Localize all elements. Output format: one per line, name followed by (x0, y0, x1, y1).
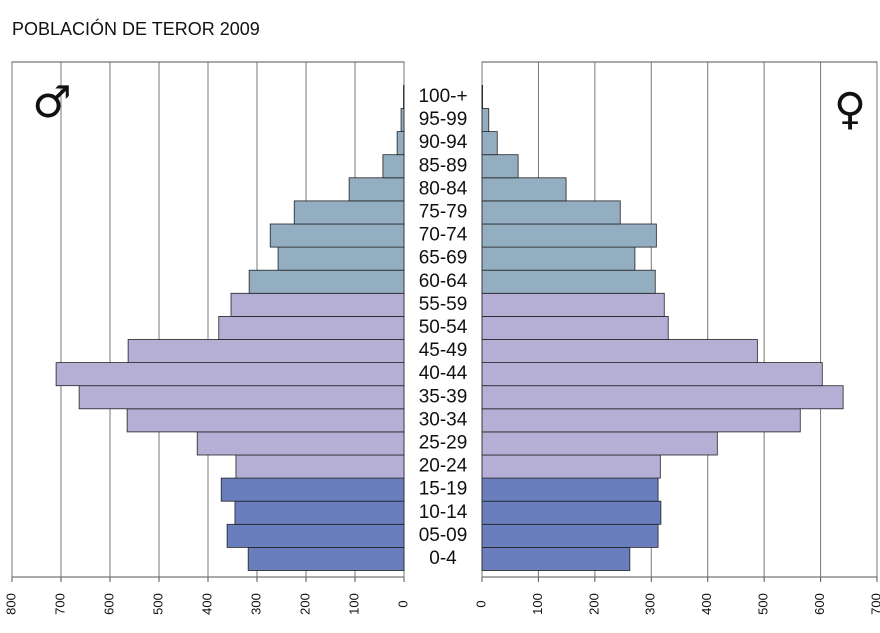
x-tick-label: 0 (473, 600, 488, 607)
x-tick-label: 700 (868, 593, 880, 615)
bar (293, 200, 405, 225)
category-label: 70-74 (419, 225, 468, 246)
bar (400, 108, 405, 133)
female-symbol: ♀ (834, 84, 866, 135)
bar (481, 408, 801, 433)
bar (481, 154, 519, 179)
bar (481, 246, 636, 271)
category-label: 95-99 (419, 109, 468, 130)
bar (230, 292, 405, 317)
x-tick-label: 200 (586, 593, 601, 615)
category-label: 90-94 (419, 132, 468, 153)
category-label: 55-59 (419, 294, 468, 315)
category-label: 20-24 (419, 456, 468, 477)
x-tick-label: 200 (297, 593, 312, 615)
x-tick-label: 500 (756, 593, 771, 615)
bar (226, 523, 405, 548)
category-label: 50-54 (419, 317, 468, 338)
male-symbol: ♂ (32, 77, 71, 128)
bar (481, 454, 661, 479)
bar (247, 547, 405, 571)
category-label: 10-14 (419, 502, 468, 523)
x-tick-label: 400 (699, 593, 714, 615)
x-tick-label: 100 (530, 593, 545, 615)
bar (481, 547, 631, 571)
x-tick-label: 700 (52, 593, 67, 615)
bar (481, 385, 844, 410)
category-label: 65-69 (419, 248, 468, 269)
bar (481, 339, 758, 364)
x-tick-label: 800 (3, 593, 18, 615)
bar (481, 200, 621, 225)
bar (481, 223, 657, 248)
category-label: 25-29 (419, 432, 468, 453)
category-label: 60-64 (419, 271, 468, 292)
bar (481, 108, 490, 133)
category-label: 40-44 (419, 363, 468, 384)
bar (481, 362, 823, 387)
x-tick-label: 400 (199, 593, 214, 615)
bar (481, 431, 718, 456)
bar (127, 339, 405, 364)
bar (348, 177, 405, 202)
bar (126, 408, 405, 433)
x-tick-label: 300 (643, 593, 658, 615)
x-tick-label: 500 (150, 593, 165, 615)
bar (220, 477, 405, 502)
category-label: 30-34 (419, 409, 468, 430)
x-tick-label: 600 (812, 593, 827, 615)
bar (382, 154, 405, 179)
category-label: 85-89 (419, 155, 468, 176)
bar (235, 454, 405, 479)
category-label: 45-49 (419, 340, 468, 361)
x-tick-label: 300 (248, 593, 263, 615)
bar (481, 523, 659, 548)
bar (481, 477, 659, 502)
bar (481, 315, 669, 340)
x-tick-label: 100 (346, 593, 361, 615)
bar (248, 269, 405, 294)
category-label: 75-79 (419, 201, 468, 222)
bar (481, 177, 567, 202)
category-label: 80-84 (419, 178, 468, 199)
x-tick-label: 600 (101, 593, 116, 615)
category-label: 35-39 (419, 386, 468, 407)
bar (481, 131, 498, 156)
category-label: 100-+ (418, 86, 467, 107)
bar (55, 362, 405, 387)
bar (277, 246, 405, 271)
bar (481, 85, 483, 109)
category-label: 05-09 (419, 525, 468, 546)
bar (196, 431, 405, 456)
bar (481, 292, 665, 317)
category-label: 15-19 (419, 479, 468, 500)
bar (269, 223, 405, 248)
bar (78, 385, 405, 410)
bar (481, 500, 662, 525)
bar (218, 315, 405, 340)
bar (481, 269, 656, 294)
category-label: 0-4 (429, 548, 457, 569)
bar (234, 500, 405, 525)
x-tick-label: 0 (395, 600, 410, 607)
chart-title: POBLACIÓN DE TEROR 2009 (12, 18, 260, 39)
bar (396, 131, 405, 156)
